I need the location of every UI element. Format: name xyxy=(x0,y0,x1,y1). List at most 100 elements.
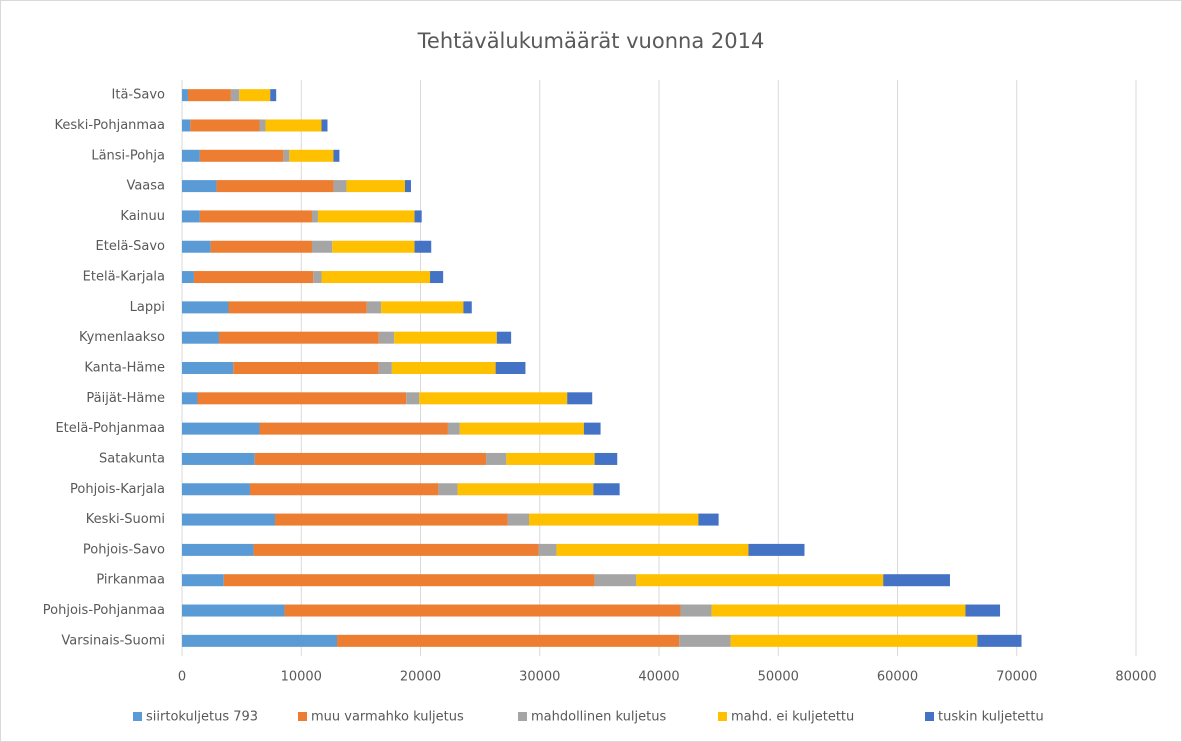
bar-segment xyxy=(414,210,422,223)
bar-segment xyxy=(730,634,978,647)
y-tick-label: Lappi xyxy=(130,300,165,315)
bar-segment xyxy=(594,574,637,587)
y-tick-label: Varsinais-Suomi xyxy=(61,633,165,648)
bar-segment xyxy=(378,362,392,374)
bar-segment xyxy=(259,119,266,132)
bar-segment xyxy=(748,543,805,556)
bar-segment xyxy=(594,452,618,465)
bar-segment xyxy=(289,149,334,162)
y-tick-label: Satakunta xyxy=(99,451,165,466)
y-tick-label: Pirkanmaa xyxy=(96,573,165,588)
bar-segment xyxy=(486,452,507,465)
bar-segment xyxy=(507,513,530,526)
x-tick-label: 30000 xyxy=(519,670,560,685)
bar-segment xyxy=(567,392,593,405)
bar-segment xyxy=(394,331,497,344)
bar-segment xyxy=(506,452,595,465)
bar-segment xyxy=(333,149,340,162)
y-tick-label: Vaasa xyxy=(126,179,165,194)
bar-segment xyxy=(419,392,568,405)
bar-segment xyxy=(679,634,731,647)
y-tick-label: Keski-Pohjanmaa xyxy=(55,118,165,133)
bar-segment xyxy=(182,89,188,102)
x-tick-label: 40000 xyxy=(638,670,679,685)
bar-segment xyxy=(583,422,601,435)
bar-segment xyxy=(346,180,405,193)
bar-segment xyxy=(182,149,200,162)
bar-segment xyxy=(283,149,290,162)
x-tick-label: 60000 xyxy=(877,670,918,685)
legend-label: mahdollinen kuljetus xyxy=(531,710,666,725)
bar-segment xyxy=(216,180,334,193)
bar-segment xyxy=(457,483,594,496)
bar-segment xyxy=(711,604,966,617)
bar-segment xyxy=(210,240,312,253)
bar-segment xyxy=(199,210,312,223)
bar-segment xyxy=(182,574,224,587)
bar-segment xyxy=(182,513,276,526)
bar-segment xyxy=(182,119,191,132)
bar-segment xyxy=(284,604,681,617)
bar-segment xyxy=(311,210,318,223)
y-tick-label: Päijät-Häme xyxy=(86,391,165,406)
bar-segment xyxy=(680,604,712,617)
y-tick-label: Länsi-Pohja xyxy=(91,148,165,163)
bar-segment xyxy=(593,483,620,496)
legend-swatch xyxy=(518,712,527,721)
bar-segment xyxy=(239,89,271,102)
y-tick-label: Pohjois-Pohjanmaa xyxy=(43,603,165,618)
bar-segment xyxy=(253,543,539,556)
bar-segment xyxy=(223,574,595,587)
bar-segment xyxy=(404,180,411,193)
y-tick-label: Keski-Suomi xyxy=(86,512,165,527)
bar-segment xyxy=(332,240,415,253)
bar-segment xyxy=(496,331,512,344)
bar-segment xyxy=(182,362,234,374)
bar-segment xyxy=(317,210,415,223)
bar-segment xyxy=(333,180,347,193)
legend-swatch xyxy=(298,712,307,721)
legend-swatch xyxy=(925,712,934,721)
bar-segment xyxy=(391,362,496,374)
chart-title: Tehtävälukumäärät vuonna 2014 xyxy=(417,29,765,53)
legend-label: tuskin kuljetettu xyxy=(938,710,1044,725)
bar-segment xyxy=(230,89,240,102)
bar-segment xyxy=(381,301,464,314)
y-tick-label: Pohjois-Karjala xyxy=(70,482,165,497)
bar-segment xyxy=(538,543,557,556)
bar-segment xyxy=(182,483,250,496)
bar-segment xyxy=(182,331,219,344)
bar-segment xyxy=(270,89,277,102)
bar-segment xyxy=(218,331,379,344)
x-tick-label: 70000 xyxy=(996,670,1037,685)
bar-segment xyxy=(378,331,395,344)
bar-segment xyxy=(636,574,884,587)
y-tick-label: Itä-Savo xyxy=(112,88,166,103)
legend-swatch xyxy=(718,712,727,721)
legend-label: siirtokuljetus 793 xyxy=(146,710,258,725)
x-tick-label: 0 xyxy=(178,670,186,685)
bar-segment xyxy=(182,210,200,223)
bar-segment xyxy=(275,513,508,526)
bar-segment xyxy=(265,119,322,132)
x-tick-label: 20000 xyxy=(400,670,441,685)
x-tick-label: 50000 xyxy=(758,670,799,685)
bar-segment xyxy=(883,574,950,587)
x-tick-label: 10000 xyxy=(281,670,322,685)
bar-segment xyxy=(182,392,198,405)
bar-segment xyxy=(414,240,432,253)
y-tick-label: Etelä-Karjala xyxy=(83,270,165,285)
bar-segment xyxy=(182,180,217,193)
bar-segment xyxy=(529,513,699,526)
bar-segment xyxy=(556,543,749,556)
y-tick-label: Etelä-Pohjanmaa xyxy=(55,421,165,436)
bar-segment xyxy=(182,240,211,253)
bar-segment xyxy=(430,271,444,284)
bar-segment xyxy=(965,604,1001,617)
bar-segment xyxy=(337,634,680,647)
bar-segment xyxy=(366,301,382,314)
bar-segment xyxy=(311,240,333,253)
y-tick-label: Kainuu xyxy=(120,209,165,224)
